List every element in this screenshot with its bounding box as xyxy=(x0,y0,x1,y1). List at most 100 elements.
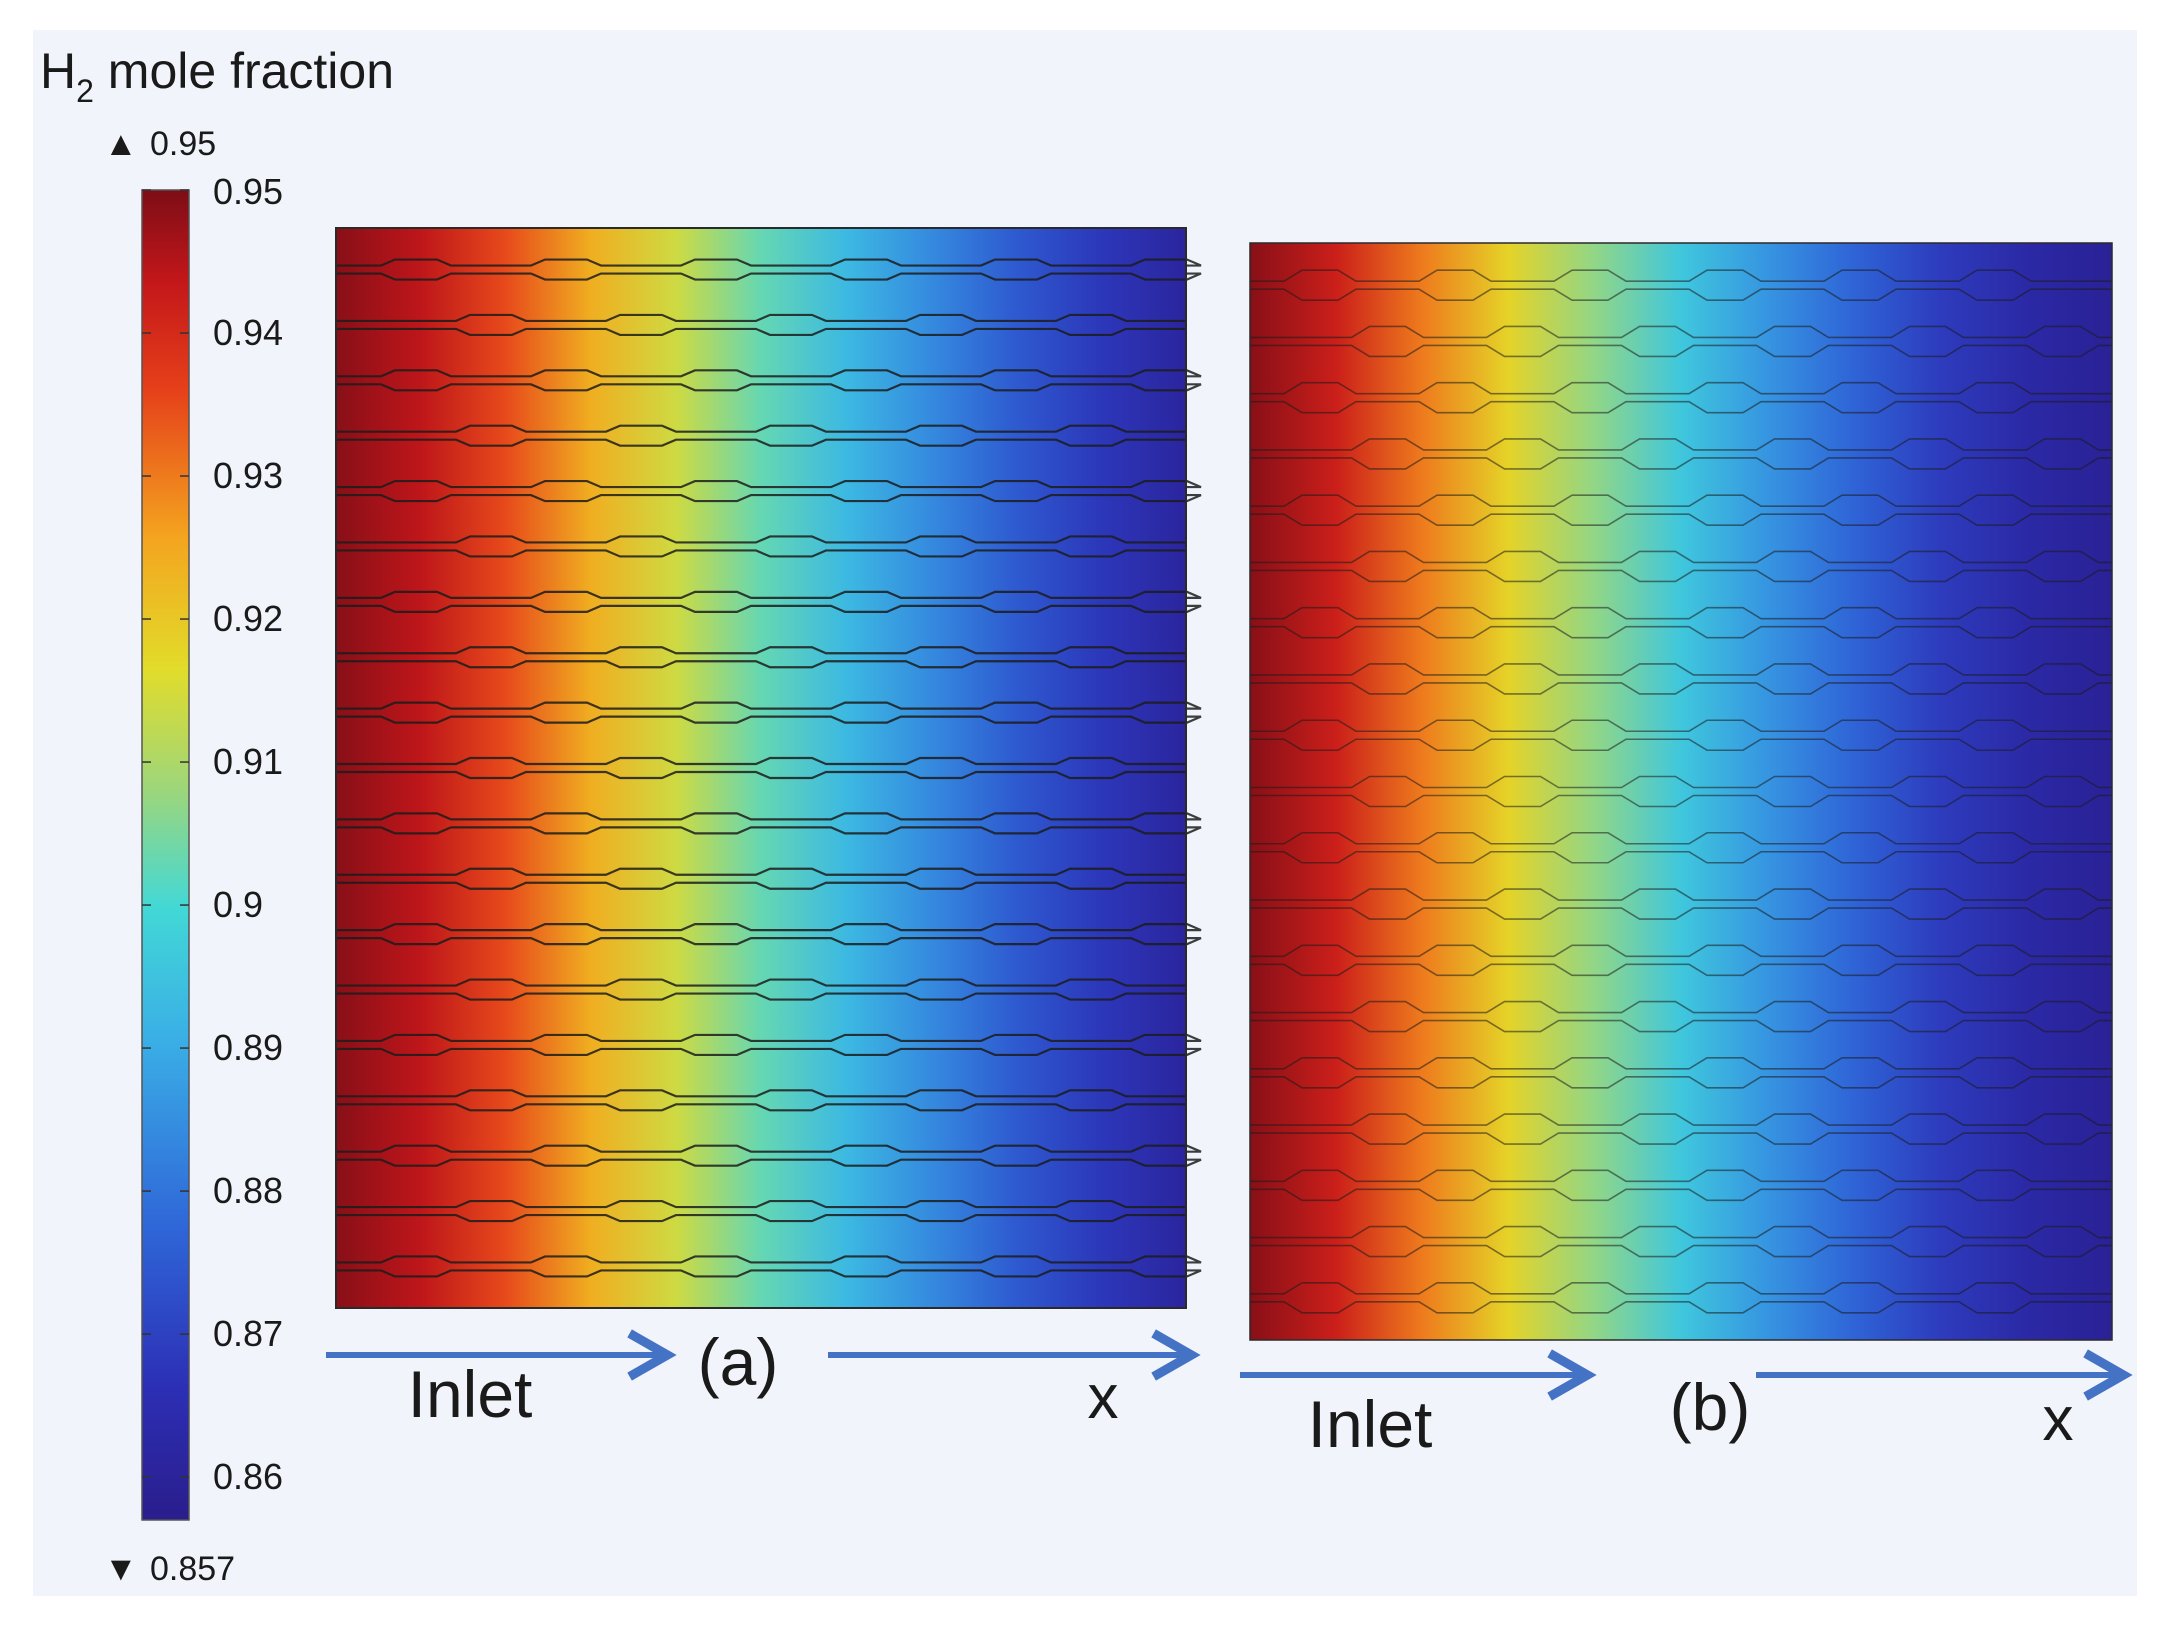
channel-wall xyxy=(1250,850,2112,864)
colorbar-tick-label: 0.92 xyxy=(213,598,283,639)
heatmap-border-a xyxy=(335,227,1187,1309)
channel-wall xyxy=(336,383,1202,392)
channel-wall xyxy=(336,812,1202,821)
channel-wall xyxy=(336,479,1202,489)
channel-wall xyxy=(1250,569,2112,583)
channel-wall xyxy=(336,258,1202,267)
channel-wall xyxy=(336,1033,1202,1043)
channel-wall xyxy=(1250,1301,2112,1314)
colorbar-min-marker: 0.857 xyxy=(150,1550,235,1588)
channel-wall xyxy=(336,660,1186,669)
heatmap-panel-b xyxy=(1249,242,2113,1341)
channel-wall xyxy=(336,1144,1202,1153)
channel-wall xyxy=(1250,775,2112,789)
colorbar-tick-label: 0.88 xyxy=(213,1170,283,1211)
channel-wall xyxy=(336,1255,1202,1264)
heatmap-panel-a xyxy=(335,227,1202,1309)
channel-wall xyxy=(1250,625,2112,639)
channel-wall xyxy=(1250,682,2112,695)
colorbar-tick-label: 0.93 xyxy=(213,455,283,496)
colorbar-ticks: 0.95 0.94 0.93 0.92 0.91 0.9 0.89 0.88 0.87 0.86 xyxy=(142,171,283,1497)
channel-wall xyxy=(336,978,1186,987)
channel-wall xyxy=(336,1089,1186,1098)
channel-pattern-b xyxy=(1250,269,2112,1314)
channel-wall xyxy=(1250,888,2112,901)
panel-label-a: (a) xyxy=(698,1325,779,1399)
channel-wall xyxy=(336,438,1186,447)
channel-wall xyxy=(336,1269,1202,1278)
channel-wall xyxy=(1250,963,2112,977)
channel-wall xyxy=(1250,550,2112,564)
channel-wall xyxy=(336,493,1202,503)
channel-wall xyxy=(336,1213,1186,1223)
channel-wall xyxy=(1250,1019,2112,1033)
channel-wall xyxy=(336,923,1202,932)
colorbar-title: H2 mole fraction xyxy=(40,43,394,109)
colorbar-max-marker: 0.95 xyxy=(150,125,216,163)
colorbar-tick-label: 0.94 xyxy=(213,312,283,353)
channel-wall xyxy=(1250,1056,2112,1070)
channel-wall xyxy=(1250,1282,2112,1295)
colorbar-title-h: H xyxy=(40,43,76,99)
x-axis-label-a: x xyxy=(1088,1363,1119,1432)
colorbar-tick-label: 0.86 xyxy=(213,1456,283,1497)
heatmap-field-a xyxy=(336,228,1186,1308)
channel-wall xyxy=(1250,663,2112,676)
channel-wall xyxy=(336,604,1202,613)
channel-wall xyxy=(1250,288,2112,301)
channel-wall xyxy=(1250,1188,2112,1202)
channel-wall xyxy=(1250,438,2112,451)
channel-wall xyxy=(1250,831,2112,845)
channel-wall xyxy=(336,756,1186,766)
channel-wall xyxy=(1250,1225,2112,1239)
channel-wall xyxy=(336,646,1186,655)
inlet-label-b: Inlet xyxy=(1308,1387,1433,1461)
channel-wall xyxy=(1250,381,2112,395)
channel-wall xyxy=(1250,1075,2112,1089)
channel-wall xyxy=(1250,457,2112,470)
colorbar-tick-label: 0.91 xyxy=(213,741,283,782)
channel-wall xyxy=(1250,269,2112,282)
colorbar xyxy=(141,189,190,1521)
heatmap-field-b xyxy=(1250,243,2112,1340)
colorbar-tick-label: 0.89 xyxy=(213,1027,283,1068)
colorbar-tick-label: 0.9 xyxy=(213,884,263,925)
channel-wall xyxy=(336,272,1202,281)
channel-wall xyxy=(1250,1113,2112,1126)
channel-wall xyxy=(336,937,1202,946)
channel-wall xyxy=(336,1199,1186,1209)
x-axis-label-b: x xyxy=(2043,1385,2074,1454)
channel-wall xyxy=(1250,1169,2112,1183)
channel-wall xyxy=(1250,794,2112,808)
channel-wall xyxy=(1250,719,2112,733)
channel-wall xyxy=(1250,400,2112,414)
panel-label-b: (b) xyxy=(1670,1370,1751,1444)
channel-wall xyxy=(336,715,1202,724)
channel-wall xyxy=(1250,325,2112,339)
channel-wall xyxy=(336,1158,1202,1167)
channel-wall xyxy=(336,701,1202,710)
channel-wall xyxy=(336,327,1186,337)
channel-wall xyxy=(336,424,1186,433)
channel-wall xyxy=(1250,944,2112,958)
channel-wall xyxy=(336,867,1186,876)
channel-wall xyxy=(336,535,1186,544)
channel-wall xyxy=(1250,606,2112,620)
channel-wall xyxy=(336,590,1202,599)
channel-wall xyxy=(1250,1132,2112,1145)
channel-wall xyxy=(1250,513,2112,527)
channel-wall xyxy=(1250,344,2112,358)
channel-wall xyxy=(336,1103,1186,1112)
colorbar-min-symbol: ▼ xyxy=(104,1550,138,1588)
channel-wall xyxy=(336,313,1186,323)
channel-wall xyxy=(336,549,1186,558)
colorbar-tick-label: 0.95 xyxy=(213,171,283,212)
channel-wall xyxy=(1250,738,2112,752)
channel-wall xyxy=(1250,494,2112,508)
colorbar-max-symbol: ▲ xyxy=(104,125,138,163)
colorbar-title-rest: mole fraction xyxy=(94,43,394,99)
heatmap-border-b xyxy=(1249,242,2113,1341)
channel-pattern-a xyxy=(336,258,1202,1278)
colorbar-tick-label: 0.87 xyxy=(213,1313,283,1354)
